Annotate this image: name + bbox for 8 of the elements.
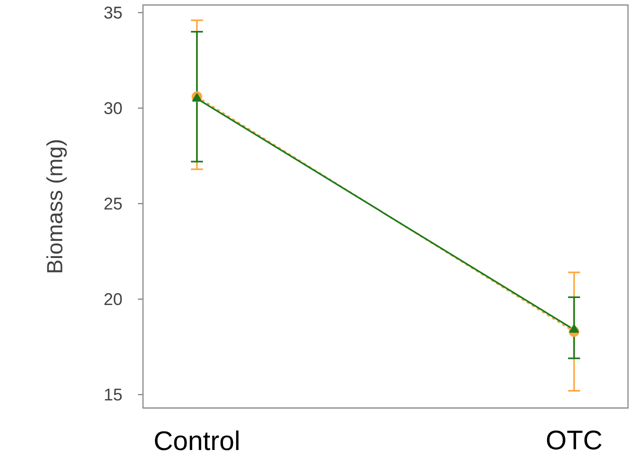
x-tick-label: OTC [546,430,602,450]
y-tick-label: 20 [104,293,122,306]
y-tick-label: 25 [104,198,122,210]
y-axis-title: Biomass (mg) [46,140,67,272]
y-tick-label: 15 [104,388,122,401]
y-tick-label: 30 [104,102,122,114]
y-tick-label: 35 [104,6,122,19]
x-tick-label: Control [154,430,238,450]
